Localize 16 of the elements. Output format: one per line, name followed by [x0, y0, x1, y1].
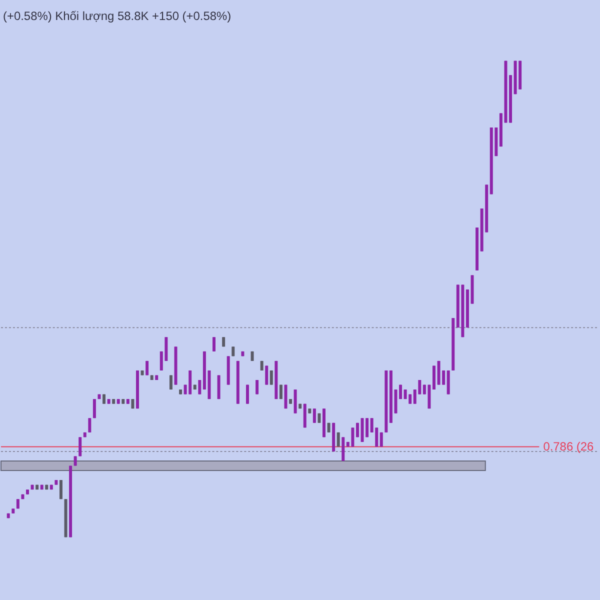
candlestick [312, 408, 316, 424]
candlestick [446, 370, 450, 395]
text: (+0.58%) Khối lượng 58.8K +150 (+0.58%) [2, 8, 232, 23]
candlestick [217, 374, 220, 400]
candlestick [59, 480, 62, 500]
candlestick [169, 374, 172, 390]
candlestick [78, 436, 82, 457]
candlestick [198, 379, 202, 395]
candlestick [92, 398, 96, 419]
candlestick [88, 418, 92, 433]
candlestick [270, 370, 273, 386]
candlestick [265, 365, 268, 386]
candlestick [256, 379, 259, 395]
text: 0.786 (26 [543, 440, 594, 454]
candlestick [342, 436, 345, 462]
candlestick [294, 389, 297, 414]
